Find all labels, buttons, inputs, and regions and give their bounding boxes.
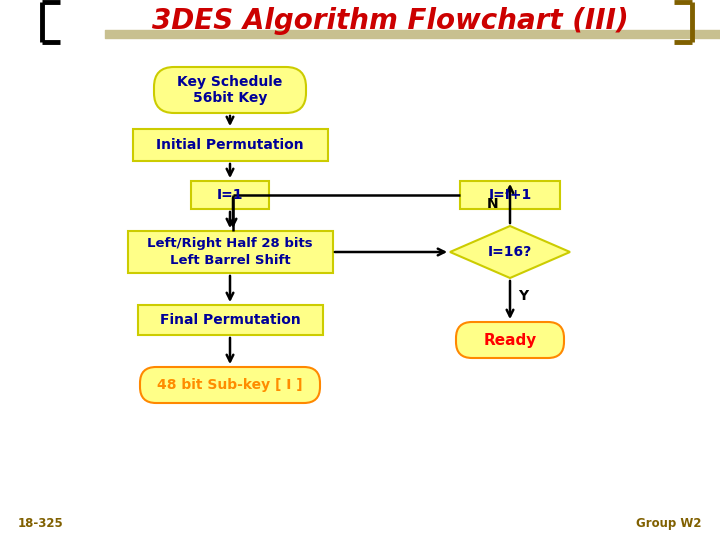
Text: Final Permutation: Final Permutation bbox=[160, 313, 300, 327]
Text: I=16?: I=16? bbox=[488, 245, 532, 259]
Text: 48 bit Sub-key [ I ]: 48 bit Sub-key [ I ] bbox=[157, 378, 303, 392]
Text: Key Schedule: Key Schedule bbox=[177, 75, 283, 89]
FancyBboxPatch shape bbox=[154, 67, 306, 113]
Text: I=1: I=1 bbox=[217, 188, 243, 202]
Polygon shape bbox=[450, 226, 570, 278]
Bar bbox=[127, 231, 333, 273]
Bar bbox=[138, 305, 323, 335]
Text: Initial Permutation: Initial Permutation bbox=[156, 138, 304, 152]
Text: Ready: Ready bbox=[483, 333, 536, 348]
Text: N: N bbox=[487, 197, 498, 211]
Text: Y: Y bbox=[518, 289, 528, 303]
Bar bbox=[191, 181, 269, 209]
Text: I=I+1: I=I+1 bbox=[488, 188, 531, 202]
Text: Group W2: Group W2 bbox=[636, 517, 702, 530]
Bar bbox=[132, 129, 328, 161]
FancyBboxPatch shape bbox=[456, 322, 564, 358]
FancyBboxPatch shape bbox=[140, 367, 320, 403]
Text: Left Barrel Shift: Left Barrel Shift bbox=[170, 254, 290, 267]
Bar bbox=[460, 181, 560, 209]
Text: 3DES Algorithm Flowchart (III): 3DES Algorithm Flowchart (III) bbox=[152, 7, 629, 35]
Text: 56bit Key: 56bit Key bbox=[193, 91, 267, 105]
Text: 18-325: 18-325 bbox=[18, 517, 64, 530]
Text: Left/Right Half 28 bits: Left/Right Half 28 bits bbox=[147, 238, 312, 251]
